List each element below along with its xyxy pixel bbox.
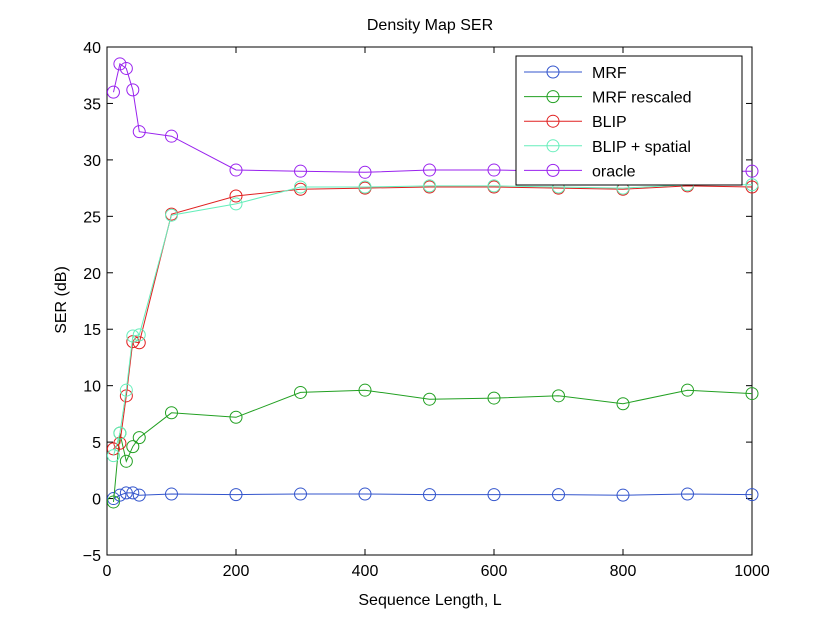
data-point-oracle [119,61,133,75]
x-tick-label: 0 [103,563,112,580]
data-point-mrf-rescaled [616,397,630,411]
legend-label-blip-spatial: BLIP + spatial [592,139,691,156]
data-point-blip-spatial [126,329,140,343]
data-point-mrf [132,488,146,502]
x-tick-label: 600 [481,563,508,580]
data-point-mrf [745,488,759,502]
x-axis-label: Sequence Length, L [358,592,501,609]
data-point-mrf [119,486,133,500]
legend-marker-blip [546,114,560,128]
data-point-mrf-rescaled [552,389,565,403]
legend-label-oracle: oracle [592,163,636,180]
data-point-mrf [126,486,140,500]
legend-marker-mrf [546,65,560,79]
data-point-mrf-rescaled [229,410,243,424]
data-point-mrf [552,488,565,502]
data-point-blip-spatial [294,180,307,194]
y-tick-label: −5 [83,548,101,565]
data-point-mrf [487,488,501,502]
data-point-oracle [423,163,436,177]
data-point-mrf-rescaled [487,391,501,405]
data-point-mrf [294,487,307,501]
data-point-mrf [165,487,178,501]
data-point-blip-spatial [132,328,146,342]
data-point-mrf-rescaled [132,431,146,445]
x-tick-label: 400 [352,563,379,580]
data-point-blip [229,189,243,203]
x-tick-label: 800 [610,563,637,580]
y-tick-label: 15 [83,322,101,339]
data-point-blip-spatial [358,180,372,194]
data-point-blip-spatial [745,178,759,192]
data-point-blip-spatial [106,449,120,463]
y-tick-label: 40 [83,40,101,57]
y-tick-label: 35 [83,96,101,113]
data-point-mrf-rescaled [294,385,307,399]
data-point-mrf-rescaled [126,440,140,454]
data-point-oracle [294,164,307,178]
y-tick-label: 25 [83,209,101,226]
y-tick-label: 20 [83,266,101,283]
y-tick-label: 10 [83,379,101,396]
data-point-mrf [681,487,694,501]
legend-marker-mrf-rescaled [546,90,560,104]
data-point-mrf [423,488,436,502]
data-point-mrf-rescaled [423,392,436,406]
x-tick-label: 200 [223,563,250,580]
legend-label-mrf-rescaled: MRF rescaled [592,90,692,107]
data-point-mrf-rescaled [681,383,694,397]
data-point-mrf-rescaled [119,454,133,468]
series-line-blip [113,185,753,450]
y-tick-label: 0 [92,492,101,509]
plot-area-frame [106,46,753,556]
data-point-oracle [126,83,140,97]
data-point-mrf [616,488,630,502]
data-point-blip-spatial [487,179,501,193]
data-point-oracle [113,57,127,71]
legend-label-mrf: MRF [592,65,627,82]
data-point-mrf-rescaled [358,383,372,397]
y-tick-label: 5 [92,435,101,452]
data-point-oracle [132,125,146,139]
series-line-mrf-rescaled [113,389,753,502]
legend-marker-blip-spatial [546,139,560,153]
data-point-oracle [106,85,120,99]
x-tick-label: 1000 [734,563,770,580]
data-point-mrf [229,488,243,502]
data-point-blip [113,436,127,450]
data-point-blip-spatial [119,383,133,397]
legend-marker-oracle [546,163,560,177]
series-line-mrf [113,492,753,500]
data-point-mrf [106,492,120,506]
data-point-blip-spatial [113,426,127,440]
data-point-oracle [745,164,759,178]
series-line-blip-spatial [113,184,752,456]
data-point-blip-spatial [165,208,178,222]
legend-label-blip: BLIP [592,114,627,131]
data-point-mrf-rescaled [165,406,178,420]
chart-title: Density Map SER [367,17,493,34]
data-point-blip-spatial [229,197,243,211]
data-point-mrf [358,487,372,501]
y-axis-label: SER (dB) [53,266,70,334]
data-point-oracle [229,163,243,177]
y-tick-label: 30 [83,153,101,170]
data-point-mrf-rescaled [106,495,120,509]
data-point-oracle [165,129,178,143]
data-point-oracle [358,165,372,179]
data-point-blip-spatial [423,179,436,193]
data-point-mrf-rescaled [745,387,759,401]
series-blip-spatial [106,178,759,463]
data-point-oracle [487,163,501,177]
